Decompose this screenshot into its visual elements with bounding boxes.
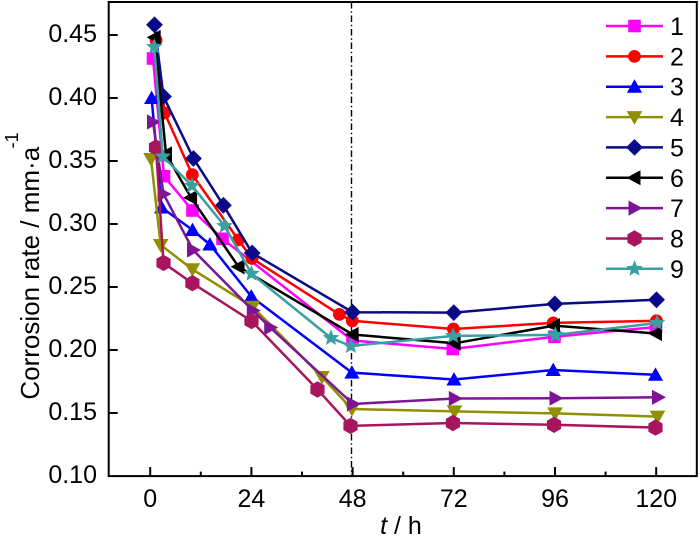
svg-text:3: 3 bbox=[670, 74, 684, 102]
svg-text:5: 5 bbox=[670, 134, 684, 162]
svg-text:6: 6 bbox=[670, 165, 684, 193]
svg-text:0.35: 0.35 bbox=[48, 146, 97, 174]
svg-text:7: 7 bbox=[670, 195, 684, 223]
svg-text:72: 72 bbox=[440, 485, 468, 513]
svg-text:8: 8 bbox=[670, 226, 684, 254]
svg-text:120: 120 bbox=[635, 485, 677, 513]
svg-text:24: 24 bbox=[237, 485, 265, 513]
svg-text:t / h: t / h bbox=[380, 512, 422, 540]
svg-text:0.30: 0.30 bbox=[48, 209, 97, 237]
svg-text:0.45: 0.45 bbox=[48, 20, 97, 48]
svg-text:1: 1 bbox=[670, 13, 684, 41]
svg-text:0: 0 bbox=[143, 485, 157, 513]
svg-text:4: 4 bbox=[670, 104, 684, 132]
svg-text:0.25: 0.25 bbox=[48, 272, 97, 300]
svg-text:0.10: 0.10 bbox=[48, 461, 97, 489]
svg-text:96: 96 bbox=[541, 485, 569, 513]
svg-text:0.20: 0.20 bbox=[48, 335, 97, 363]
svg-text:9: 9 bbox=[670, 256, 684, 284]
svg-text:0.40: 0.40 bbox=[48, 83, 97, 111]
svg-text:0.15: 0.15 bbox=[48, 398, 97, 426]
svg-text:2: 2 bbox=[670, 43, 684, 71]
svg-text:48: 48 bbox=[339, 485, 367, 513]
